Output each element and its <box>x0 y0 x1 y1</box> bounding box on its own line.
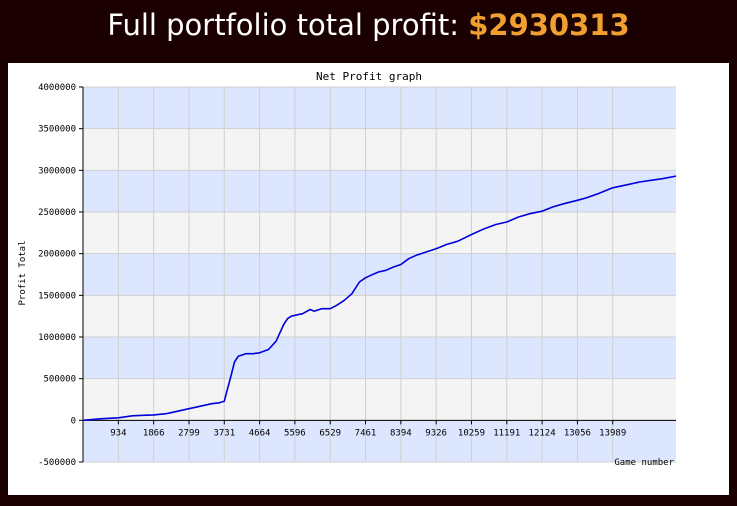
x-tick-label: 10259 <box>458 428 485 438</box>
x-tick-label: 9326 <box>425 428 447 438</box>
plot-band <box>83 87 676 129</box>
x-tick-label: 1866 <box>143 428 165 438</box>
headline-label: Full portfolio total profit: <box>107 8 469 42</box>
y-tick-label: 1000000 <box>38 333 76 343</box>
x-tick-label: 4664 <box>249 428 271 438</box>
net-profit-chart: 934 1866 2799 3731 4664 5596 6529 7461 8394 9326 1… <box>18 70 677 468</box>
x-tick-label: 13989 <box>599 428 626 438</box>
x-tick-label: 3731 <box>213 428 235 438</box>
x-tick-label: 7461 <box>355 428 377 438</box>
x-tick-label: 6529 <box>319 428 341 438</box>
x-tick-label: 934 <box>110 428 126 438</box>
plot-band <box>83 337 676 379</box>
y-axis-label: Profit Total <box>18 240 28 305</box>
plot-band <box>83 378 676 421</box>
y-tick-label: 2000000 <box>38 250 76 260</box>
x-tick-label: 2799 <box>178 428 200 438</box>
y-tick-label: 3000000 <box>38 166 76 176</box>
x-tick-label: 11191 <box>493 428 520 438</box>
x-tick-label: 5596 <box>284 428 306 438</box>
plot-band <box>83 420 676 462</box>
plot-band <box>83 170 676 212</box>
x-axis-label: Game number <box>614 458 674 468</box>
x-tick-label: 12124 <box>529 428 556 438</box>
y-tick-label: 3500000 <box>38 125 76 135</box>
plot-band <box>83 295 676 337</box>
chart-title: Net Profit graph <box>316 70 422 83</box>
y-tick-label: 1500000 <box>38 291 76 301</box>
x-tick-label: 8394 <box>390 428 412 438</box>
plot-band <box>83 128 676 171</box>
plot-band <box>83 212 676 254</box>
plot-band <box>83 253 676 296</box>
portfolio-total-headline: Full portfolio total profit: $2930313 <box>0 0 737 50</box>
chart-panel: 934 1866 2799 3731 4664 5596 6529 7461 8394 9326 1… <box>8 63 729 495</box>
y-tick-label: 0 <box>71 416 76 426</box>
total-profit-amount: $2930313 <box>468 8 630 42</box>
y-tick-label: 4000000 <box>38 83 76 93</box>
x-tick-label: 13056 <box>564 428 591 438</box>
y-tick-label: 500000 <box>43 375 76 385</box>
y-tick-label: 2500000 <box>38 208 76 218</box>
y-tick-label: -500000 <box>38 458 76 468</box>
profit-series-line <box>82 175 677 422</box>
